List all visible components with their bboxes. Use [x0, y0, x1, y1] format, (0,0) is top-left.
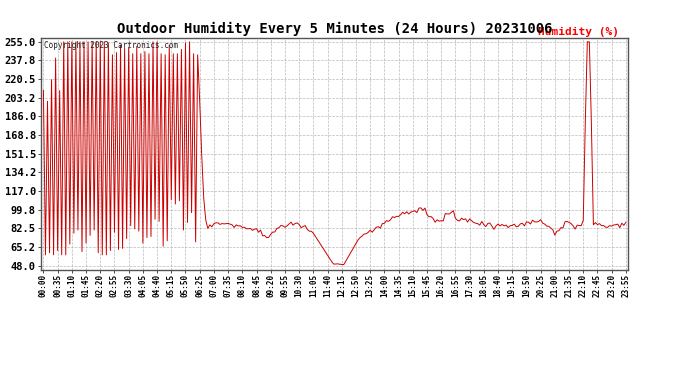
Text: Copyright 2023 Cartronics.com: Copyright 2023 Cartronics.com: [44, 41, 179, 50]
Title: Outdoor Humidity Every 5 Minutes (24 Hours) 20231006: Outdoor Humidity Every 5 Minutes (24 Hou…: [117, 22, 553, 36]
Text: Humidity (%): Humidity (%): [538, 27, 619, 37]
